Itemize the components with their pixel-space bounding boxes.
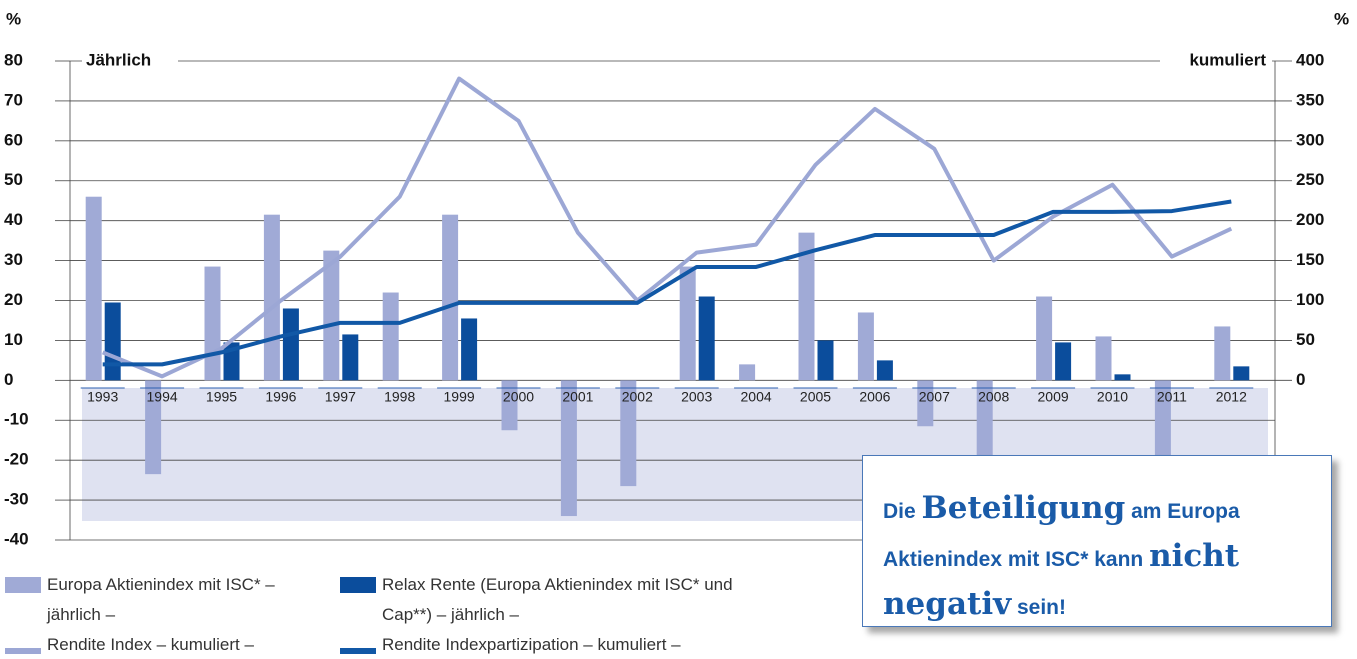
line bbox=[102, 199, 1232, 367]
y2-tick-label: 250 bbox=[1296, 170, 1324, 189]
y-axis-unit: % bbox=[6, 9, 21, 28]
bar bbox=[817, 340, 834, 381]
bar bbox=[1233, 366, 1250, 381]
x-tick-label: 1993 bbox=[87, 389, 118, 405]
y-tick-label: -10 bbox=[4, 410, 29, 429]
legend-label: Relax Rente (Europa Aktienindex mit ISC*… bbox=[382, 575, 733, 624]
y-tick-label: 80 bbox=[4, 50, 23, 69]
bar bbox=[876, 360, 893, 381]
bar bbox=[1036, 296, 1053, 381]
x-tick-label: 1994 bbox=[147, 389, 178, 405]
y-tick-label: 20 bbox=[4, 290, 23, 309]
x-tick-label: 2006 bbox=[859, 389, 890, 405]
bar bbox=[442, 214, 459, 381]
legend-label: Rendite Index – kumuliert – bbox=[47, 635, 254, 654]
y-tick-label: 10 bbox=[4, 330, 23, 349]
bar bbox=[698, 296, 715, 381]
x-tick-label: 2003 bbox=[681, 389, 712, 405]
annotation-text: Beteiligung bbox=[921, 490, 1126, 526]
bar bbox=[739, 364, 756, 381]
x-tick-label: 2011 bbox=[1157, 389, 1187, 405]
y2-tick-label: 100 bbox=[1296, 290, 1324, 309]
y-tick-label: -20 bbox=[4, 450, 29, 469]
bar bbox=[85, 196, 102, 381]
bar bbox=[798, 232, 815, 381]
bar bbox=[323, 250, 340, 381]
x-tick-label: 1995 bbox=[206, 389, 237, 405]
y2-tick-label: 300 bbox=[1296, 130, 1324, 149]
y2-axis-unit: % bbox=[1334, 9, 1349, 28]
right-title: kumuliert bbox=[1189, 50, 1266, 69]
y2-tick-label: 200 bbox=[1296, 210, 1324, 229]
annotation-text: am Europa Aktienindex mit ISC* kann bbox=[883, 500, 1240, 571]
x-tick-label: 2004 bbox=[741, 389, 772, 405]
bar bbox=[620, 380, 637, 487]
y-tick-label: 60 bbox=[4, 130, 23, 149]
bar bbox=[1214, 326, 1231, 381]
x-tick-label: 2007 bbox=[919, 389, 950, 405]
bar bbox=[1114, 374, 1131, 381]
y2-tick-label: 400 bbox=[1296, 50, 1324, 69]
x-tick-label: 2010 bbox=[1097, 389, 1128, 405]
bar bbox=[461, 318, 478, 381]
x-tick-label: 2008 bbox=[978, 389, 1009, 405]
label-bg bbox=[82, 50, 178, 72]
bar bbox=[382, 292, 399, 381]
x-tick-label: 2002 bbox=[622, 389, 653, 405]
x-tick-label: 1997 bbox=[325, 389, 356, 405]
bar bbox=[917, 380, 934, 427]
legend-swatch bbox=[5, 648, 41, 654]
y2-tick-label: 50 bbox=[1296, 330, 1315, 349]
bar bbox=[501, 380, 518, 431]
bar bbox=[1055, 342, 1072, 381]
x-tick-label: 1998 bbox=[384, 389, 415, 405]
bar bbox=[145, 380, 162, 475]
y2-tick-label: 0 bbox=[1296, 370, 1305, 389]
y2-tick-label: 350 bbox=[1296, 90, 1324, 109]
x-tick-label: 2009 bbox=[1038, 389, 1069, 405]
bar bbox=[679, 266, 696, 381]
x-tick-label: 2005 bbox=[800, 389, 831, 405]
y-tick-label: 70 bbox=[4, 90, 23, 109]
legend-swatch bbox=[340, 648, 376, 654]
annotation-text: sein! bbox=[1016, 596, 1066, 619]
bar bbox=[342, 334, 359, 381]
label-bg bbox=[1160, 50, 1272, 72]
bar bbox=[263, 214, 280, 381]
y-tick-label: 0 bbox=[4, 370, 13, 389]
bar bbox=[857, 312, 874, 381]
legend-label: Europa Aktienindex mit ISC* – jährlich – bbox=[47, 575, 275, 624]
x-tick-label: 2000 bbox=[503, 389, 534, 405]
y-tick-label: 30 bbox=[4, 250, 23, 269]
x-tick-label: 1996 bbox=[265, 389, 296, 405]
bar bbox=[560, 380, 577, 517]
y-tick-label: -40 bbox=[4, 529, 29, 548]
x-tick-label: 1999 bbox=[444, 389, 475, 405]
bar bbox=[104, 302, 121, 381]
y-tick-label: 40 bbox=[4, 210, 23, 229]
bar bbox=[204, 266, 221, 381]
legend-label: Rendite Indexpartizipation – kumuliert – bbox=[382, 635, 681, 654]
y-tick-label: 50 bbox=[4, 170, 23, 189]
annotation-text: Die bbox=[883, 500, 916, 523]
y-tick-label: -30 bbox=[4, 490, 29, 509]
y2-tick-label: 150 bbox=[1296, 250, 1324, 269]
line bbox=[101, 76, 1233, 379]
bar bbox=[1095, 336, 1112, 381]
annotation-text: nicht negativ bbox=[883, 538, 1240, 622]
legend-swatch bbox=[340, 577, 376, 593]
left-title: Jährlich bbox=[86, 50, 151, 69]
bar bbox=[282, 308, 299, 381]
x-tick-label: 2001 bbox=[562, 389, 593, 405]
legend-swatch bbox=[5, 577, 41, 593]
x-tick-label: 2012 bbox=[1216, 389, 1247, 405]
annotation-box: Die Beteiligung am Europa Aktienindex mi… bbox=[862, 455, 1332, 627]
